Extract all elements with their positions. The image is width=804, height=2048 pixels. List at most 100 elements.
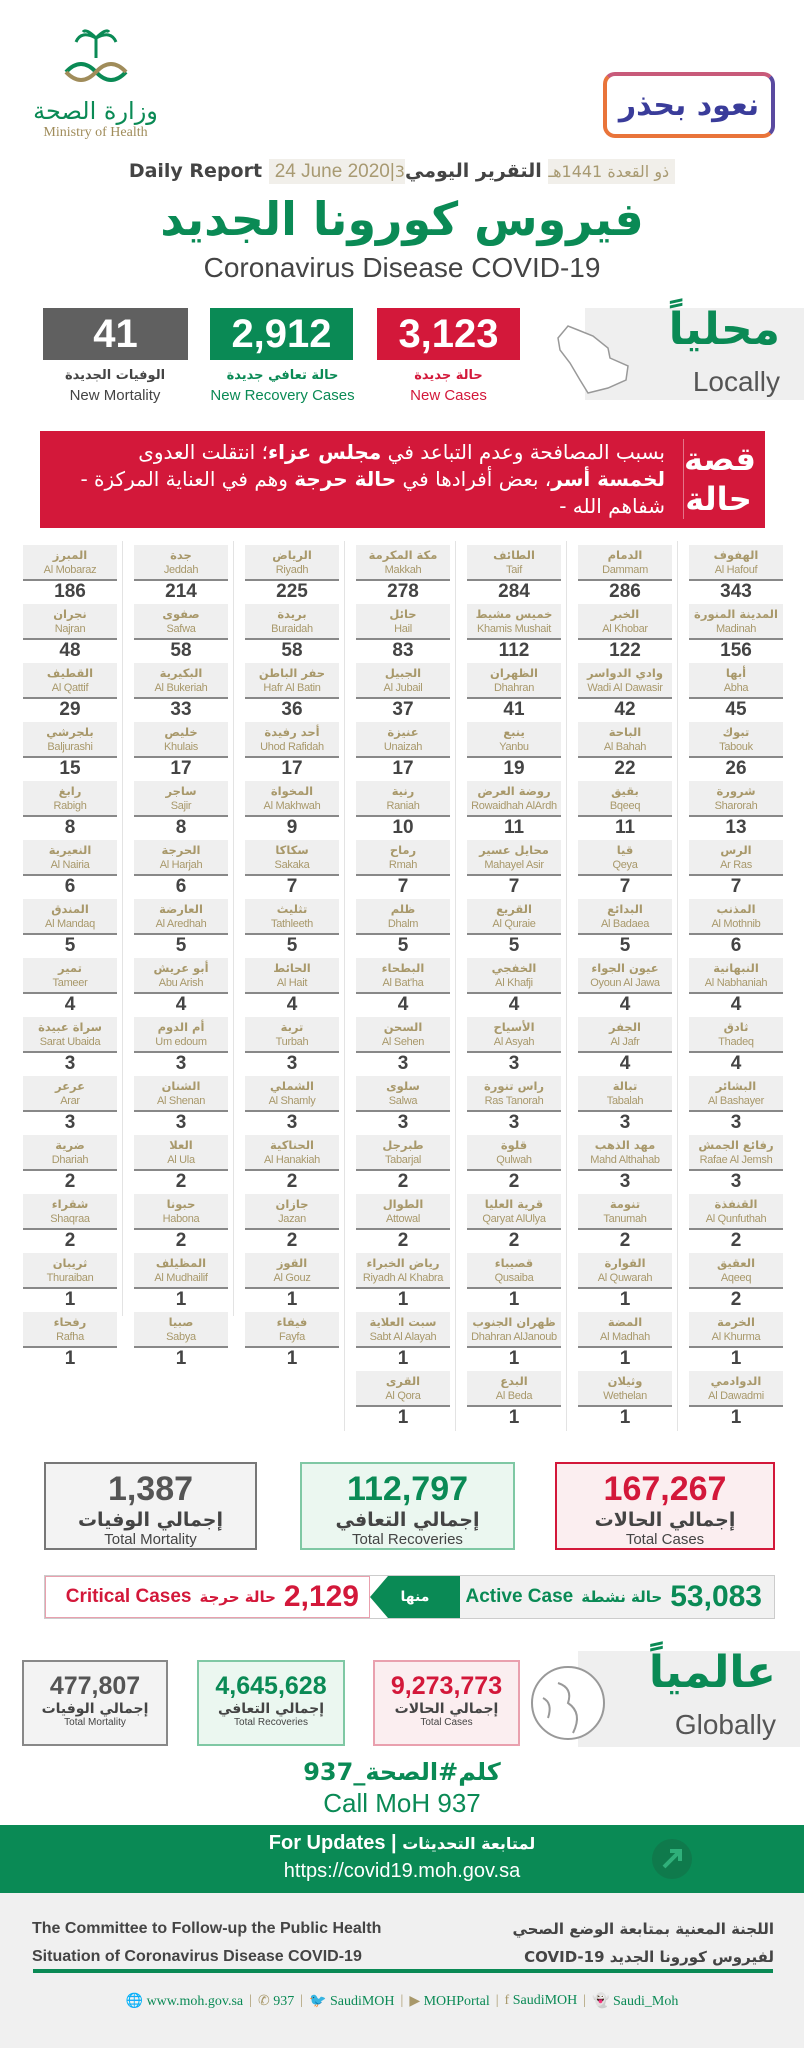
city-case-count: 58	[170, 640, 192, 661]
city-case-count: 286	[609, 581, 641, 602]
city-name-box: بلجرشي Baljurashi	[23, 722, 117, 758]
globally-panel: عالمياً Globally	[578, 1647, 800, 1747]
city-case-count: 122	[609, 640, 641, 661]
globe-icon: 🌐	[125, 1994, 144, 2009]
city-name-box: بقيق Bqeeq	[578, 781, 672, 817]
globally-heading-ar: عالمياً	[648, 1647, 776, 1698]
social-label: Saudi_Moh	[613, 1994, 679, 2009]
critical-cases-en: Critical Cases	[65, 1586, 192, 1607]
city-name-en: Taif	[506, 564, 522, 576]
city-name-ar: الجفر	[609, 1020, 641, 1034]
city-name-ar: بقيق	[611, 784, 639, 798]
social-link[interactable]: 🌐 www.moh.gov.sa	[126, 1993, 244, 2010]
city-case-count: 3	[397, 1053, 409, 1074]
city-name-ar: عرعر	[54, 1079, 86, 1093]
global-cases-ar: إجمالي الحالات	[394, 1701, 499, 1717]
city-case-count: 5	[508, 935, 520, 956]
city-case-count: 2	[397, 1230, 409, 1251]
social-link[interactable]: f SaudiMOH	[505, 1993, 578, 2010]
global-cases-value: 9,273,773	[390, 1672, 503, 1700]
city-name-ar: أبو عريش	[153, 961, 209, 975]
city-case-count: 278	[387, 581, 419, 602]
city-name-en: Al Ula	[167, 1154, 195, 1166]
city-name-en: Al Asyah	[493, 1036, 535, 1048]
social-link[interactable]: 🐦 SaudiMOH	[309, 1993, 395, 2010]
city-name-box: الحائط Al Hait	[245, 958, 339, 994]
total-mortality-en: Total Mortality	[104, 1531, 197, 1548]
city-name-ar: الدوادمي	[710, 1374, 762, 1388]
city-name-en: Al Mothnib	[711, 918, 761, 930]
story-highlight: لخمسة أسر	[551, 467, 665, 491]
city-name-box: البدائع Al Badaea	[578, 899, 672, 935]
story-segment: بسبب المصافحة وعدم التباعد في	[381, 440, 665, 464]
city-name-en: Al Khurma	[711, 1331, 761, 1343]
city-name-en: Abu Arish	[158, 977, 204, 989]
city-case-count: 8	[175, 817, 187, 838]
city-case-count: 1	[619, 1348, 631, 1369]
city-case-count: 2	[175, 1171, 187, 1192]
city-case-count: 22	[614, 758, 636, 779]
city-name-box: محايل عسير Mahayel Asir	[467, 840, 561, 876]
city-case-count: 26	[725, 758, 747, 779]
global-recoveries-card: 4,645,628 إجمالي التعافي Total Recoverie…	[197, 1660, 345, 1746]
city-name-ar: النعيرية	[48, 843, 92, 857]
city-cell: حبونا Habona 2	[134, 1194, 228, 1253]
city-cell: النبهانية Al Nabhaniah 4	[689, 958, 783, 1017]
city-case-count: 29	[59, 699, 81, 720]
city-case-count: 3	[619, 1171, 631, 1192]
city-name-box: عنيزة Unaizah	[356, 722, 450, 758]
new-recovery-label: حالة تعافي جديدة New Recovery Cases	[195, 366, 370, 406]
city-name-en: Al Jubail	[383, 682, 423, 694]
active-critical-bar: Critical Cases حالة حرجة 2,129 منها Acti…	[44, 1575, 775, 1619]
city-name-box: المدينة المنورة Madinah	[689, 604, 783, 640]
city-name-ar: قلوة	[500, 1138, 528, 1152]
social-link[interactable]: ▶ MOHPortal	[409, 1993, 489, 2010]
city-name-box: وادي الدواسر Wadi Al Dawasir	[578, 663, 672, 699]
city-case-count: 1	[508, 1407, 520, 1428]
committee-ar-line2: لفيروس كورونا الجديد COVID-19	[524, 1948, 774, 1966]
updates-url-link[interactable]: https://covid19.moh.gov.sa	[283, 1860, 521, 1882]
city-name-box: رياض الخبراء Riyadh Al Khabra	[356, 1253, 450, 1289]
social-link[interactable]: 👻 Saudi_Moh	[592, 1993, 678, 2010]
city-name-ar: البكيرية	[159, 666, 203, 680]
city-cell: تربة Turbah 3	[245, 1017, 339, 1076]
city-name-ar: وادي الدواسر	[587, 666, 663, 680]
call-moh: Call MoH 937	[323, 1788, 481, 1818]
report-label-ar: التقرير اليومي	[404, 160, 542, 182]
locally-panel: محلياً Locally	[585, 304, 804, 400]
city-cell: المظيلف Al Mudhailif 1	[134, 1253, 228, 1312]
city-case-count: 15	[59, 758, 81, 779]
city-cell: البطحاء Al Bat'ha 4	[356, 958, 450, 1017]
city-cell: قرية العليا Qaryat AlUlya 2	[467, 1194, 561, 1253]
city-name-en: Al Madhah	[600, 1331, 650, 1343]
city-name-en: Wadi Al Dawasir	[587, 682, 663, 694]
city-cell: رماح Rmah 7	[356, 840, 450, 899]
city-name-en: Al Hait	[276, 977, 308, 989]
locally-heading-ar: محلياً	[668, 304, 780, 355]
social-link[interactable]: ✆ 937	[258, 1993, 294, 2010]
city-name-box: أبها Abha	[689, 663, 783, 699]
committee-en-line2: Situation of Coronavirus Disease COVID-1…	[32, 1948, 362, 1965]
global-mortality-card: 477,807 إجمالي الوفيات Total Mortality	[22, 1660, 168, 1746]
city-name-ar: القوارة	[604, 1256, 646, 1270]
city-name-en: Bqeeq	[609, 800, 641, 812]
city-name-en: Al Mudhailif	[154, 1272, 208, 1284]
city-name-ar: البدائع	[607, 902, 643, 916]
city-cell: خليص Khulais 17	[134, 722, 228, 781]
city-case-count: 5	[397, 935, 409, 956]
city-name-box: النعيرية Al Nairia	[23, 840, 117, 876]
city-name-en: Qeya	[612, 859, 638, 871]
city-name-ar: القطيف	[46, 666, 94, 680]
city-cell: مكة المكرمة Makkah 278	[356, 545, 450, 604]
city-case-count: 19	[503, 758, 525, 779]
city-name-ar: قرية العليا	[484, 1197, 544, 1211]
city-case-count: 3	[64, 1112, 76, 1133]
city-case-count: 2	[397, 1171, 409, 1192]
city-cell: الخبر Al Khobar 122	[578, 604, 672, 663]
city-name-en: Sharorah	[714, 800, 758, 812]
committee-ar-line1: اللجنة المعنية بمتابعة الوضع الصحي	[512, 1920, 774, 1938]
city-case-count: 4	[397, 994, 409, 1015]
city-cell: عيون الجواء Oyoun Al Jawa 4	[578, 958, 672, 1017]
city-name-box: ساجر Sajir	[134, 781, 228, 817]
critical-cases-section: Critical Cases حالة حرجة 2,129	[45, 1576, 370, 1618]
